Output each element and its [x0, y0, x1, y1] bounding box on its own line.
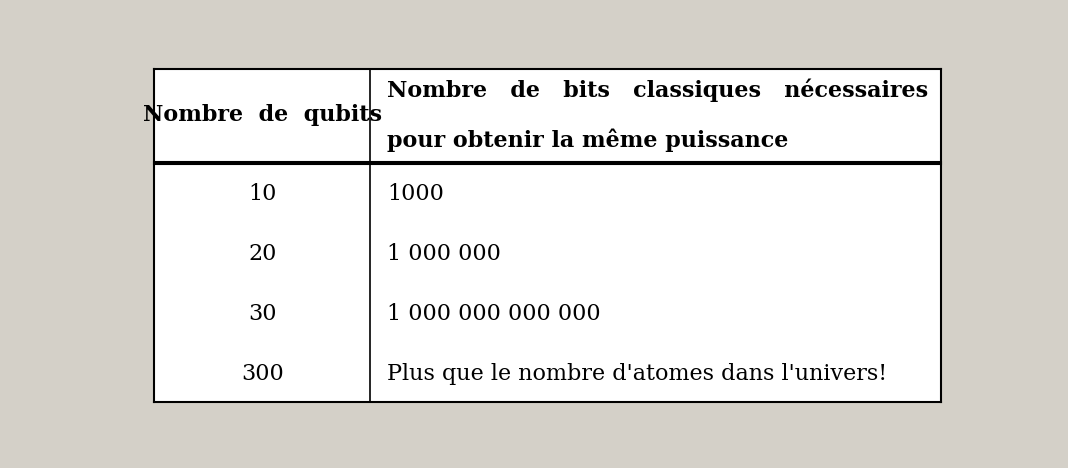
Text: 1 000 000 000 000: 1 000 000 000 000: [387, 303, 600, 325]
Text: 1 000 000: 1 000 000: [387, 243, 501, 265]
Text: 20: 20: [248, 243, 277, 265]
Text: 300: 300: [241, 363, 284, 385]
Text: 1000: 1000: [387, 183, 444, 205]
Text: 10: 10: [248, 183, 277, 205]
Text: 30: 30: [248, 303, 277, 325]
Text: Nombre   de   bits   classiques   nécessaires: Nombre de bits classiques nécessaires: [387, 79, 928, 102]
Text: pour obtenir la même puissance: pour obtenir la même puissance: [387, 129, 788, 153]
Text: Plus que le nombre d'atomes dans l'univers!: Plus que le nombre d'atomes dans l'unive…: [387, 363, 888, 385]
Text: Nombre  de  qubits: Nombre de qubits: [143, 104, 382, 126]
